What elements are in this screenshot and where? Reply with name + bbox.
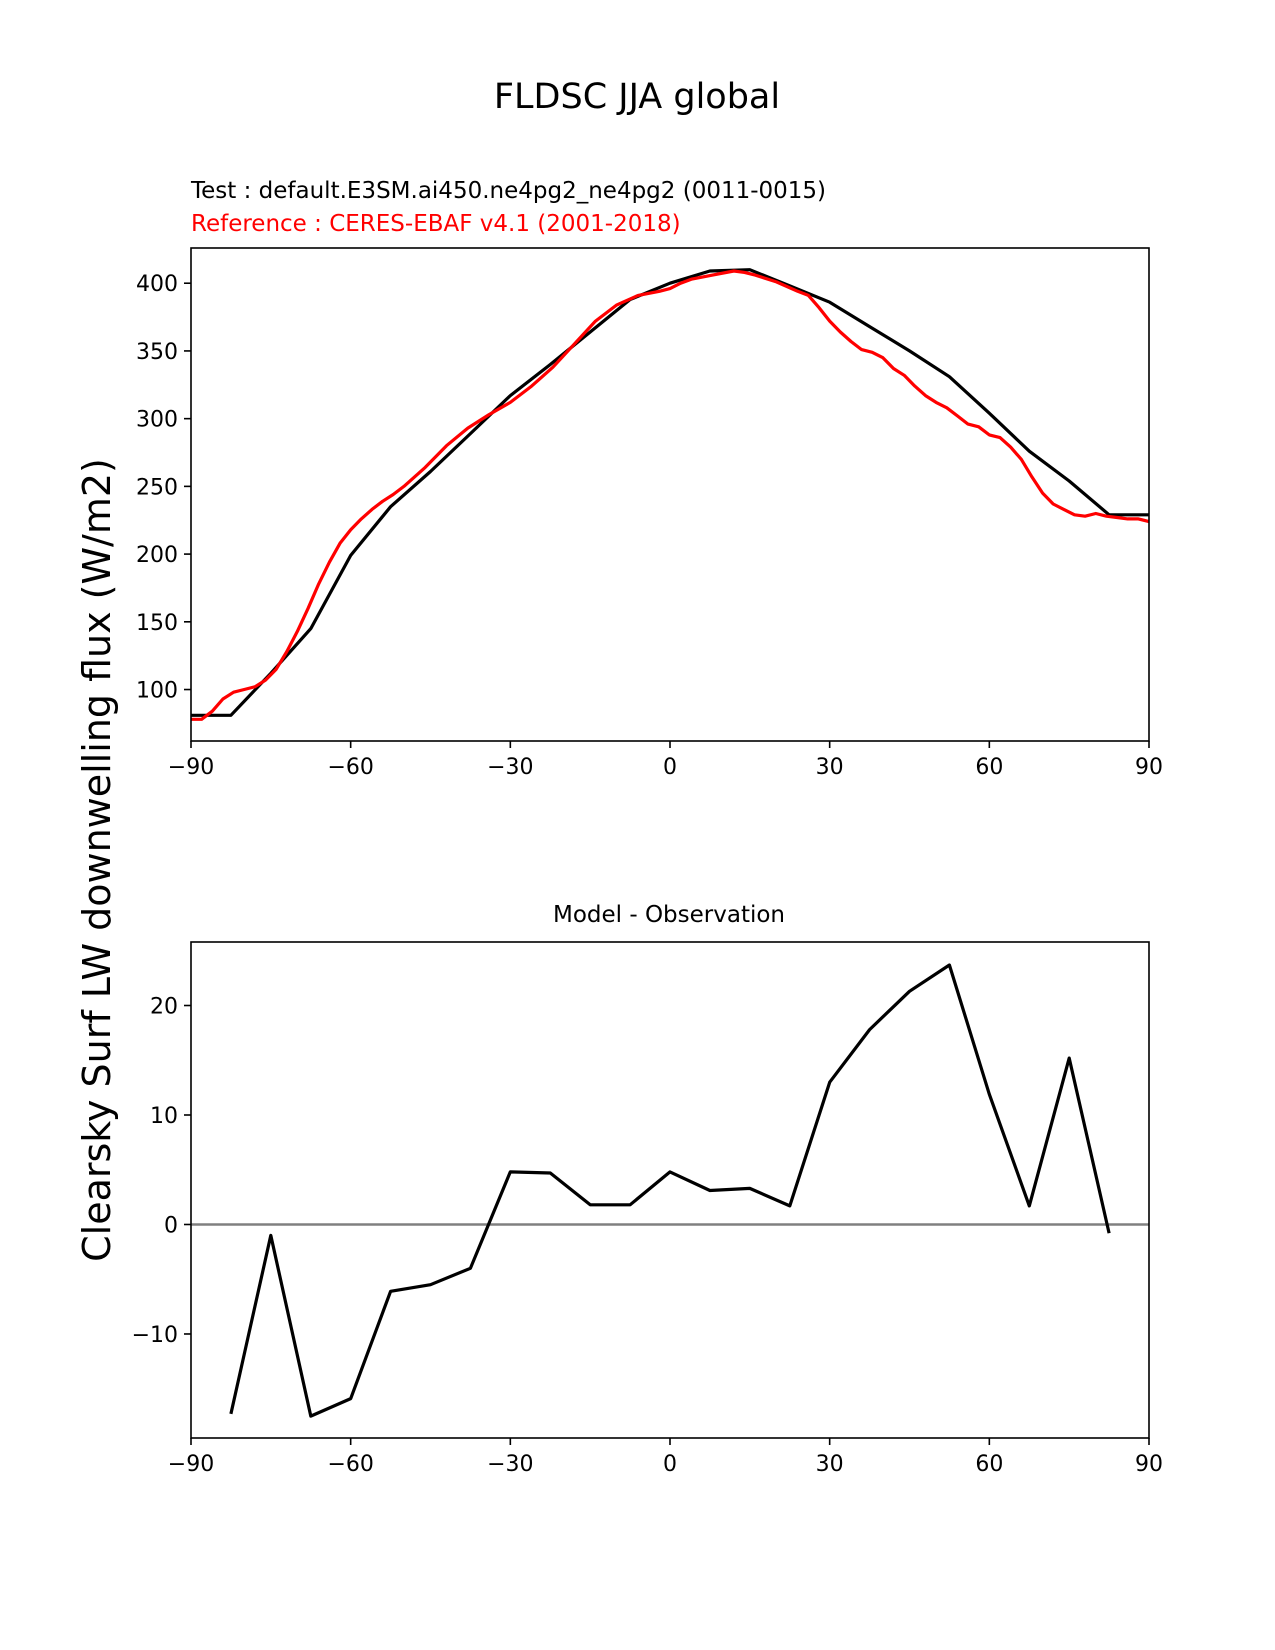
top-series-group	[191, 268, 1150, 721]
bottom-x-tick-label: −90	[168, 1452, 214, 1477]
bottom-x-tick-label: −30	[487, 1452, 533, 1477]
bottom-axes: −90 −60 −30 0 30 60 90 −10 0 10 20	[132, 941, 1163, 1477]
top-y-tick-label: 250	[136, 475, 178, 500]
top-x-tick-label: −30	[487, 755, 533, 780]
bottom-x-tick-label: 60	[975, 1452, 1003, 1477]
bottom-series-group	[191, 963, 1149, 1418]
top-y-tick-label: 350	[136, 340, 178, 365]
bottom-plot-frame	[190, 941, 1150, 1439]
top-y-tick-label: 150	[136, 611, 178, 636]
top-y-tick-label: 300	[136, 408, 178, 433]
top-axes: −90 −60 −30 0 30 60 90 100 150 200 250 300 350 400	[136, 247, 1163, 780]
top-y-tick-label: 400	[136, 272, 178, 297]
top-x-tick-label: 90	[1135, 755, 1163, 780]
top-series-line-0	[191, 268, 1149, 717]
top-x-tick-label: −90	[168, 755, 214, 780]
bottom-x-tick-label: 0	[663, 1452, 677, 1477]
bottom-y-tick-label: 0	[164, 1213, 178, 1238]
test-label: Test : default.E3SM.ai450.ne4pg2_ne4pg2 …	[190, 178, 826, 204]
top-panel: Test : default.E3SM.ai450.ne4pg2_ne4pg2 …	[136, 178, 1163, 780]
top-x-tick-label: 0	[663, 755, 677, 780]
top-x-tick-label: −60	[327, 755, 373, 780]
reference-label: Reference : CERES-EBAF v4.1 (2001-2018)	[191, 211, 681, 237]
top-y-tick-label: 100	[136, 679, 178, 704]
top-x-tick-label: 30	[816, 755, 844, 780]
bottom-panel: Model - Observation −90 −60 −30 0 30 60 90 −10 0…	[132, 902, 1163, 1477]
bottom-y-tick-label: 10	[150, 1104, 178, 1129]
bottom-y-tick-label: −10	[132, 1323, 178, 1348]
top-y-tick-label: 200	[136, 543, 178, 568]
bottom-x-tick-label: 30	[816, 1452, 844, 1477]
figure-y-axis-label: Clearsky Surf LW downwelling flux (W/m2)	[75, 458, 119, 1262]
top-plot-frame	[190, 247, 1150, 742]
bottom-series-line-0	[229, 963, 1111, 1418]
difference-panel-title: Model - Observation	[553, 902, 785, 928]
bottom-y-tick-label: 20	[150, 995, 178, 1020]
bottom-x-tick-label: −60	[327, 1452, 373, 1477]
top-x-tick-label: 60	[975, 755, 1003, 780]
figure-title: FLDSC JJA global	[494, 77, 780, 117]
bottom-x-tick-label: 90	[1135, 1452, 1163, 1477]
top-series-line-1	[191, 269, 1150, 721]
